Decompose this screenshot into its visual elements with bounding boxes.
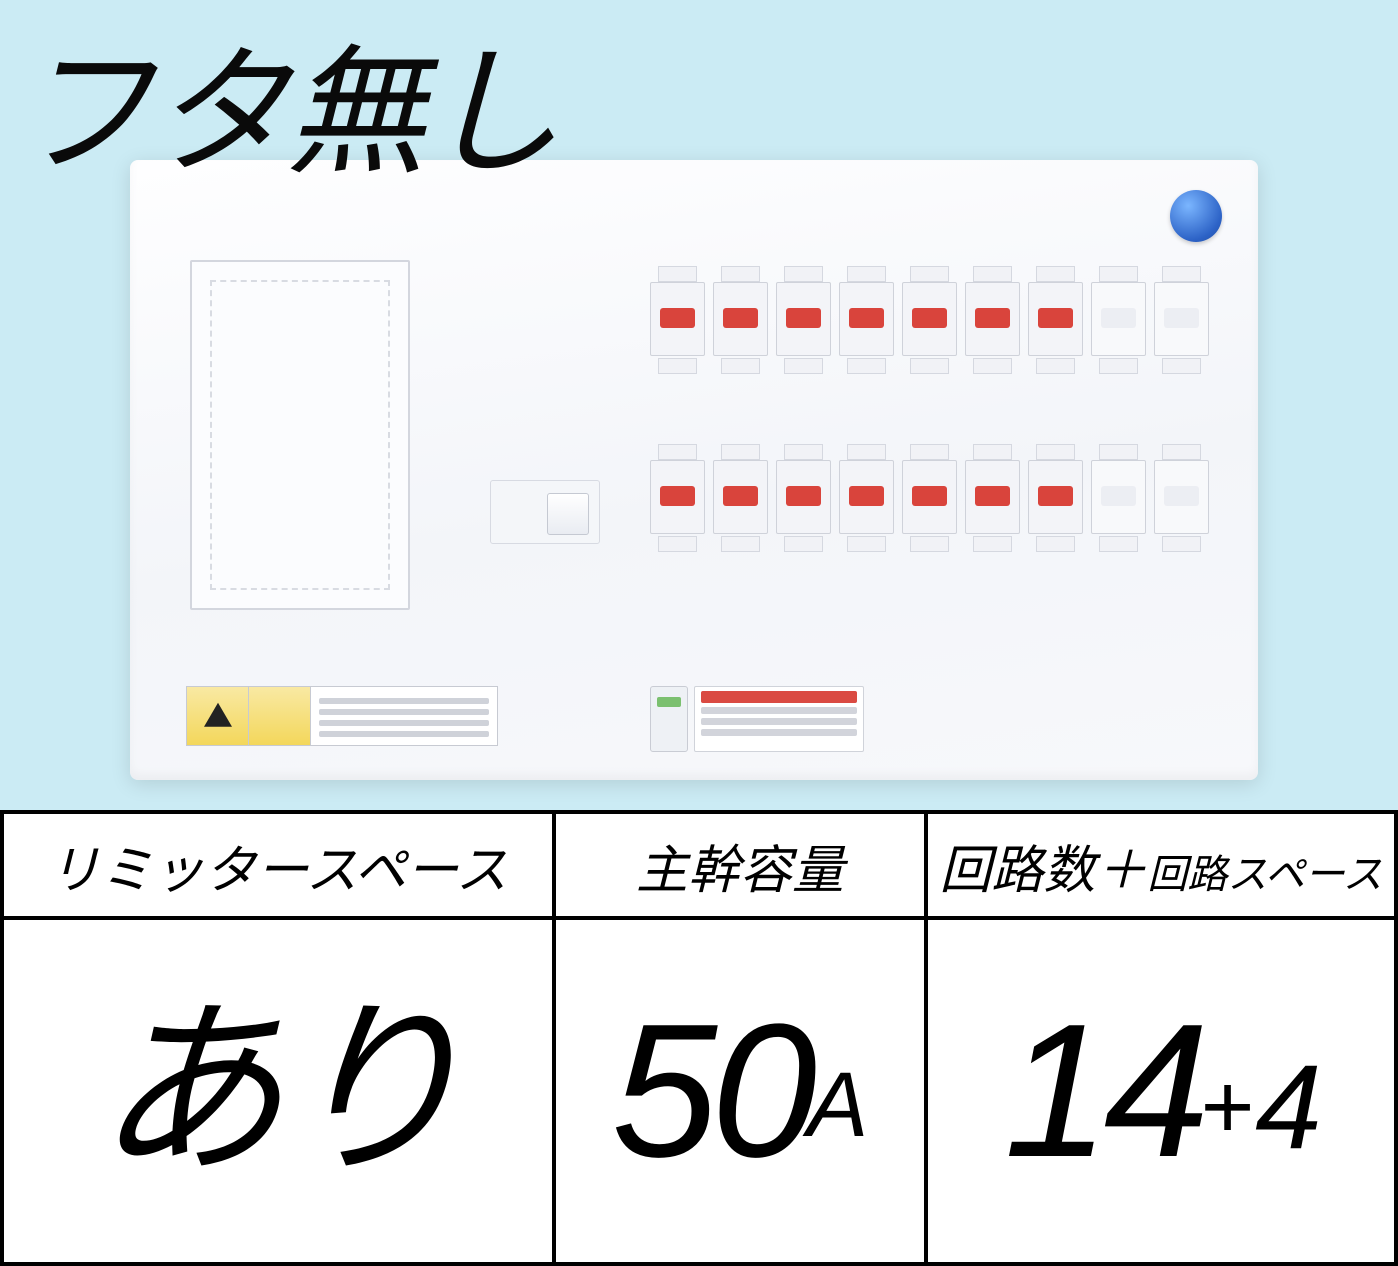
spec-table: リミッタースペース あり 主幹容量 50 A 回路数＋回路スペース 14 + 4 xyxy=(0,810,1398,1266)
spec-col-circuits: 回路数＋回路スペース 14 + 4 xyxy=(928,814,1398,1266)
spec-header: 主幹容量 xyxy=(636,828,844,903)
breaker-switch xyxy=(961,446,1024,550)
brand-sticker-icon xyxy=(1170,190,1222,242)
spec-unit: A xyxy=(807,1053,868,1158)
breaker-switch xyxy=(709,268,772,372)
hero-area: フタ無し xyxy=(0,0,1398,810)
breaker-switch xyxy=(898,446,961,550)
spec-col-limiter: リミッタースペース あり xyxy=(0,814,556,1266)
breaker-switch xyxy=(961,268,1024,372)
breaker-switch xyxy=(1087,446,1150,550)
breaker-switch xyxy=(1150,446,1213,550)
breaker-switch xyxy=(1024,268,1087,372)
main-breaker-icon xyxy=(490,480,600,544)
breaker-switch xyxy=(1150,268,1213,372)
breaker-switch xyxy=(646,268,709,372)
breaker-switch xyxy=(1087,268,1150,372)
spec-value: あり xyxy=(94,996,462,1186)
breaker-switch xyxy=(709,446,772,550)
spec-sub-value: 4 xyxy=(1255,1038,1318,1176)
breaker-switch xyxy=(898,268,961,372)
warning-label-icon xyxy=(186,686,498,746)
spec-value: 14 xyxy=(1004,996,1203,1186)
spec-join: + xyxy=(1199,1055,1253,1160)
product-title: フタ無し xyxy=(14,0,558,202)
breaker-row xyxy=(646,446,1214,550)
distribution-panel xyxy=(130,160,1258,780)
spec-header: リミッタースペース xyxy=(48,828,507,903)
breaker-switch xyxy=(835,446,898,550)
info-label-icon xyxy=(650,686,864,752)
breaker-switch xyxy=(772,446,835,550)
breaker-switch xyxy=(646,446,709,550)
breaker-grid xyxy=(646,268,1214,624)
spec-header: 回路数＋回路スペース xyxy=(939,828,1382,903)
spec-value: 50 xyxy=(612,996,811,1186)
breaker-row xyxy=(646,268,1214,372)
breaker-switch xyxy=(772,268,835,372)
breaker-switch xyxy=(1024,446,1087,550)
limiter-space-slot xyxy=(190,260,410,610)
spec-col-capacity: 主幹容量 50 A xyxy=(556,814,928,1266)
breaker-switch xyxy=(835,268,898,372)
